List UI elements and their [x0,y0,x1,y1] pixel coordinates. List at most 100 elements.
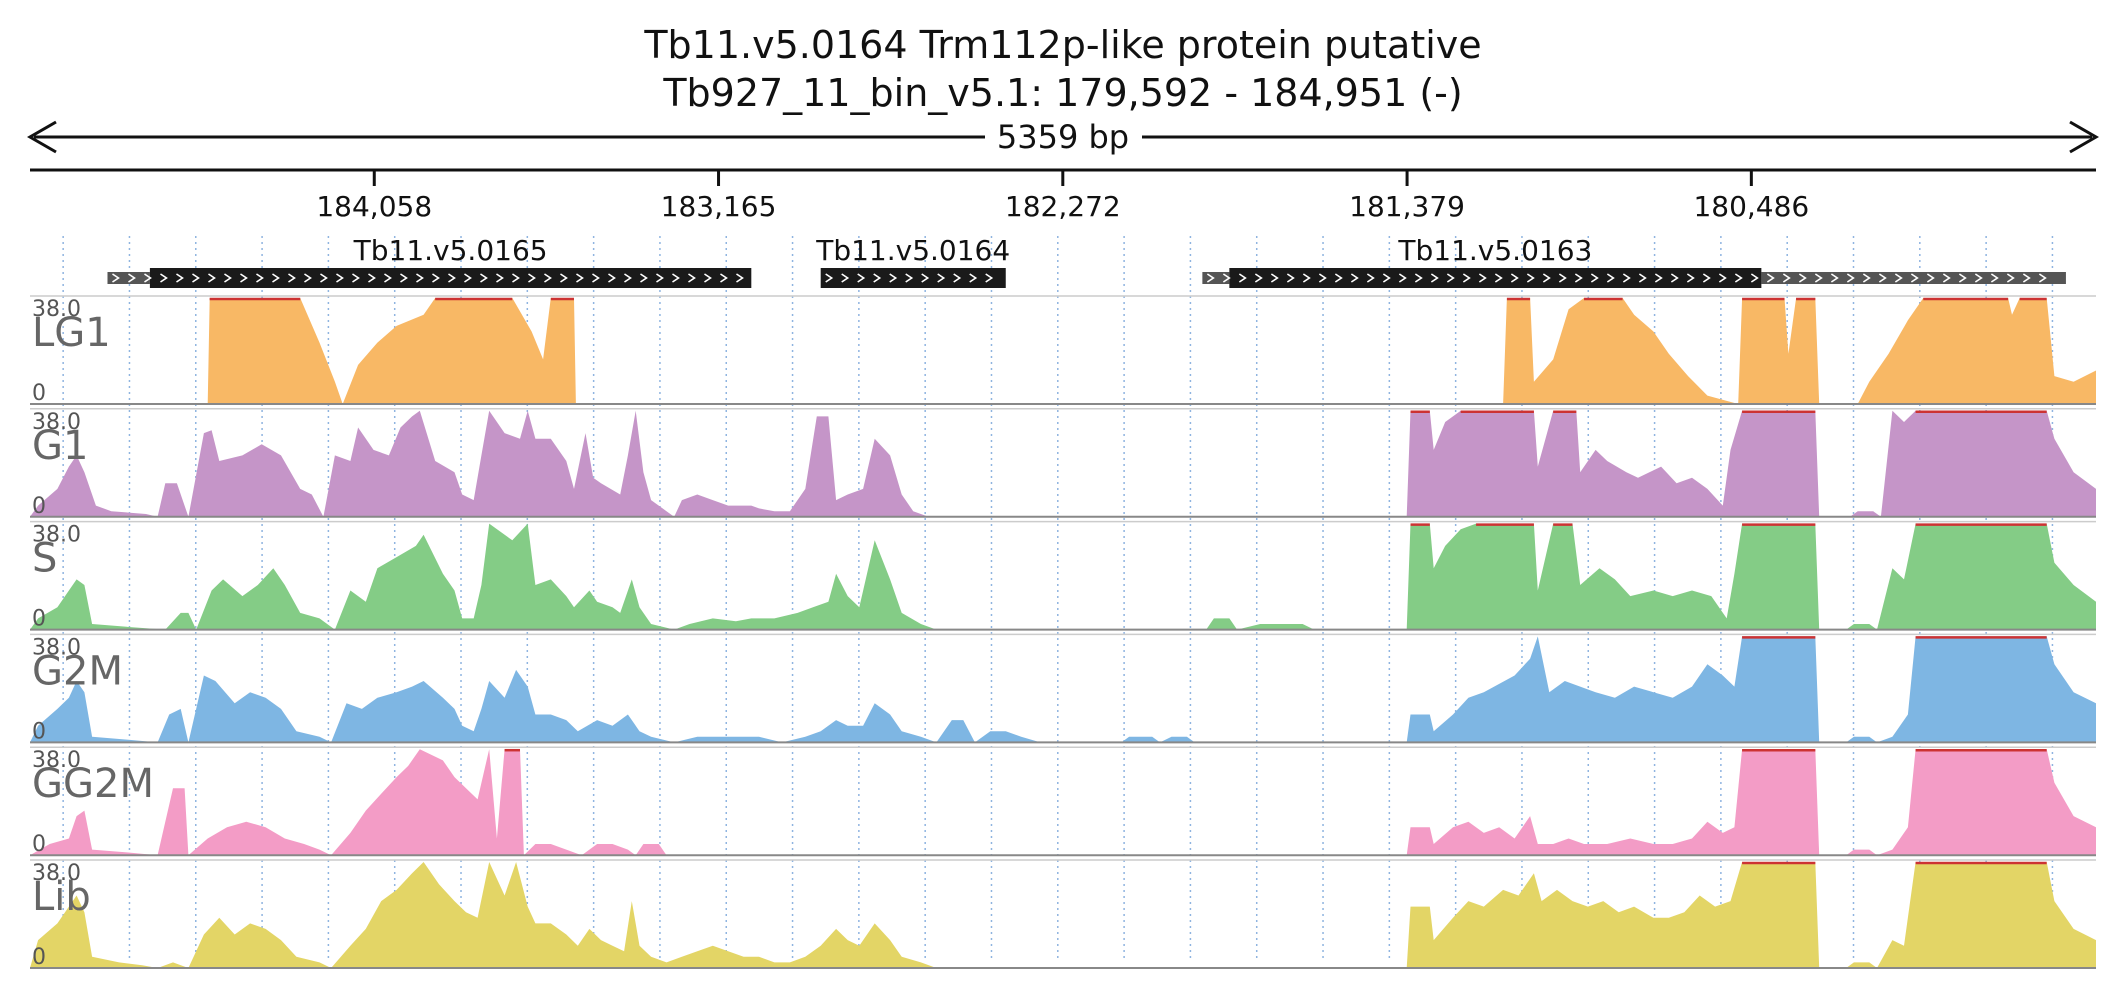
chart-subtitle: Tb927_11_bin_v5.1: 179,592 - 184,951 (-) [662,71,1462,115]
track-min-label: 0 [32,832,46,857]
strand-chevron [1990,273,1999,283]
gene-model[interactable]: Tb11.v5.0164 [815,234,1010,288]
strand-chevron [1654,273,1663,283]
strand-chevron [384,273,392,283]
strand-chevron [560,273,568,283]
strand-chevron [921,273,930,283]
track-label: G2M [32,648,123,694]
track-max-label: 38.0 [32,523,81,548]
strand-chevron [1526,273,1535,283]
strand-chevron [1766,273,1775,283]
strand-chevron [208,273,216,283]
track-max-label: 38.0 [32,861,81,886]
strand-chevron [1414,273,1423,283]
strand-chevron [1206,273,1215,283]
strand-chevron [544,273,552,283]
strand-chevron [2006,273,2015,283]
span-length-label: 5359 bp [997,118,1129,156]
strand-chevron [464,273,472,283]
strand-chevron [608,273,616,283]
gene-utr-5 [1202,272,1230,284]
axis-tick-label: 184,058 [316,190,432,223]
strand-chevron [1318,273,1327,283]
strand-chevron [1702,273,1711,283]
strand-chevron [1798,273,1807,283]
strand-chevron [841,273,850,283]
strand-chevron [256,273,264,283]
strand-chevron [1670,273,1679,283]
strand-chevron [1814,273,1823,283]
strand-chevron [1270,273,1279,283]
strand-chevron [1590,273,1599,283]
strand-chevron [1974,273,1983,283]
coverage-area [30,636,2096,743]
strand-chevron [432,273,440,283]
strand-chevron [2038,273,2047,283]
strand-chevron [112,273,120,283]
strand-chevron [857,273,866,283]
strand-chevron [368,273,376,283]
strand-chevron [1910,273,1919,283]
track-max-label: 38.0 [32,748,81,773]
gene-label: Tb11.v5.0163 [1397,234,1592,267]
strand-chevron [624,273,632,283]
axis-tick-label: 183,165 [661,190,777,223]
strand-chevron [1254,273,1263,283]
strand-chevron [1894,273,1903,283]
strand-chevron [496,273,504,283]
axis-tick-label: 182,272 [1005,190,1121,223]
span-arrow-right-head [2069,120,2100,154]
gene-utr-5 [107,272,150,284]
strand-chevron [352,273,360,283]
strand-chevron [224,273,232,283]
track-label: LG1 [32,310,111,356]
strand-chevron [192,273,200,283]
strand-chevron [2022,273,2031,283]
track-label: Lib [32,874,91,920]
strand-chevron [1686,273,1695,283]
coverage-tracks: LG138.00G138.00S38.00G2M38.00GG2M38.00Li… [30,295,2096,970]
strand-chevron [1446,273,1455,283]
gene-label: Tb11.v5.0165 [353,234,548,267]
strand-chevron [592,273,600,283]
strand-chevron [480,273,488,283]
track-label: S [32,536,57,582]
strand-chevron [953,273,962,283]
coverage-area [30,523,2096,630]
strand-chevron [688,273,696,283]
strand-chevron [1510,273,1519,283]
track-max-label: 38.0 [32,297,81,322]
strand-chevron [640,273,648,283]
strand-chevron [889,273,898,283]
span-arrow-left-head [26,120,57,154]
gene-model[interactable]: Tb11.v5.0163 [1202,234,2066,288]
gene-cds [1229,268,1762,288]
track-max-label: 38.0 [32,635,81,660]
strand-chevron [1830,273,1839,283]
strand-chevron [1350,273,1359,283]
strand-chevron [288,273,296,283]
strand-chevron [160,273,168,283]
strand-chevron [576,273,584,283]
gene-utr-3 [1761,272,2066,284]
strand-chevron [1846,273,1855,283]
strand-chevron [1638,273,1647,283]
strand-chevron [1718,273,1727,283]
strand-chevron [144,273,152,283]
strand-chevron [969,273,978,283]
gene-model[interactable]: Tb11.v5.0165 [107,234,752,288]
gene-cds [820,268,1006,288]
strand-chevron [1398,273,1407,283]
strand-chevron [736,273,744,283]
strand-chevron [1494,273,1503,283]
strand-chevron [448,273,456,283]
strand-chevron [1942,273,1951,283]
strand-chevron [905,273,914,283]
strand-chevron [825,273,834,283]
strand-chevron [416,273,424,283]
